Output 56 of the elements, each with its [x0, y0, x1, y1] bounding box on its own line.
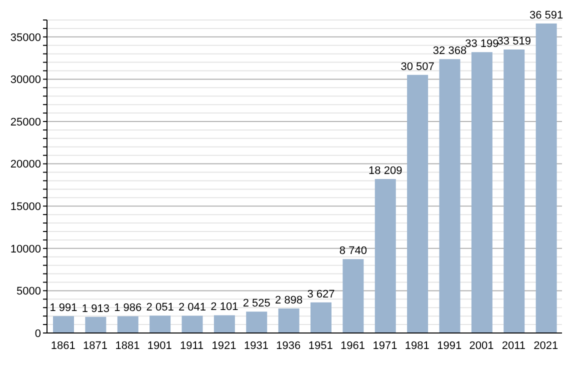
bar [117, 316, 138, 333]
x-tick-label: 1936 [276, 340, 301, 352]
bar [374, 178, 396, 333]
bar [85, 316, 106, 333]
bar [439, 59, 460, 333]
bar [214, 315, 235, 333]
data-label: 2 898 [275, 294, 303, 306]
x-tick-label: 2021 [534, 340, 558, 352]
y-tick-label: 0 [34, 328, 41, 340]
y-tick-label: 25000 [10, 116, 41, 128]
data-label: 1 991 [50, 302, 78, 314]
y-tick-label: 20000 [10, 158, 41, 171]
x-tick-label: 2001 [469, 340, 494, 352]
y-tick-label: 5000 [16, 286, 41, 298]
x-tick-label: 1951 [308, 340, 333, 352]
data-label: 33 199 [465, 38, 499, 50]
y-tick-label: 10000 [10, 243, 41, 256]
data-label: 2 041 [178, 302, 206, 314]
x-tick-label: 1981 [404, 340, 430, 352]
bar [407, 74, 428, 333]
x-tick-label: 1901 [147, 340, 172, 352]
x-tick-label: 1921 [212, 340, 236, 352]
x-tick-label: 1911 [180, 340, 204, 352]
x-tick-label: 1861 [50, 340, 76, 352]
bar [246, 312, 268, 333]
bar [504, 49, 525, 333]
data-label: 36 591 [529, 9, 564, 22]
data-label: 2 101 [210, 301, 238, 314]
bar [278, 308, 300, 333]
data-label: 32 368 [432, 45, 467, 58]
bar [150, 316, 171, 333]
data-label: 8 740 [339, 245, 367, 258]
x-tick-label: 1881 [115, 340, 140, 352]
data-label: 33 519 [497, 35, 531, 48]
y-tick-label: 30000 [10, 74, 41, 86]
data-label: 18 209 [368, 164, 402, 177]
y-tick-label: 35000 [10, 32, 41, 44]
bar [310, 302, 332, 333]
x-tick-label: 1931 [244, 340, 268, 352]
data-label: 2 051 [146, 302, 174, 314]
bar [182, 316, 203, 333]
x-tick-label: 1991 [437, 340, 462, 352]
data-label: 1 986 [114, 302, 142, 314]
data-label: 3 627 [307, 288, 335, 300]
x-tick-label: 1971 [372, 340, 398, 352]
x-tick-label: 1961 [340, 340, 366, 352]
y-tick-label: 15000 [10, 201, 41, 214]
bar [471, 52, 492, 333]
data-label: 2 525 [242, 298, 270, 310]
data-label: 1 913 [82, 302, 110, 315]
bar [53, 316, 74, 333]
x-tick-label: 1871 [83, 340, 108, 352]
bar [536, 23, 557, 333]
data-label: 30 507 [400, 60, 434, 73]
x-tick-label: 2011 [502, 340, 526, 352]
bar [342, 259, 364, 333]
